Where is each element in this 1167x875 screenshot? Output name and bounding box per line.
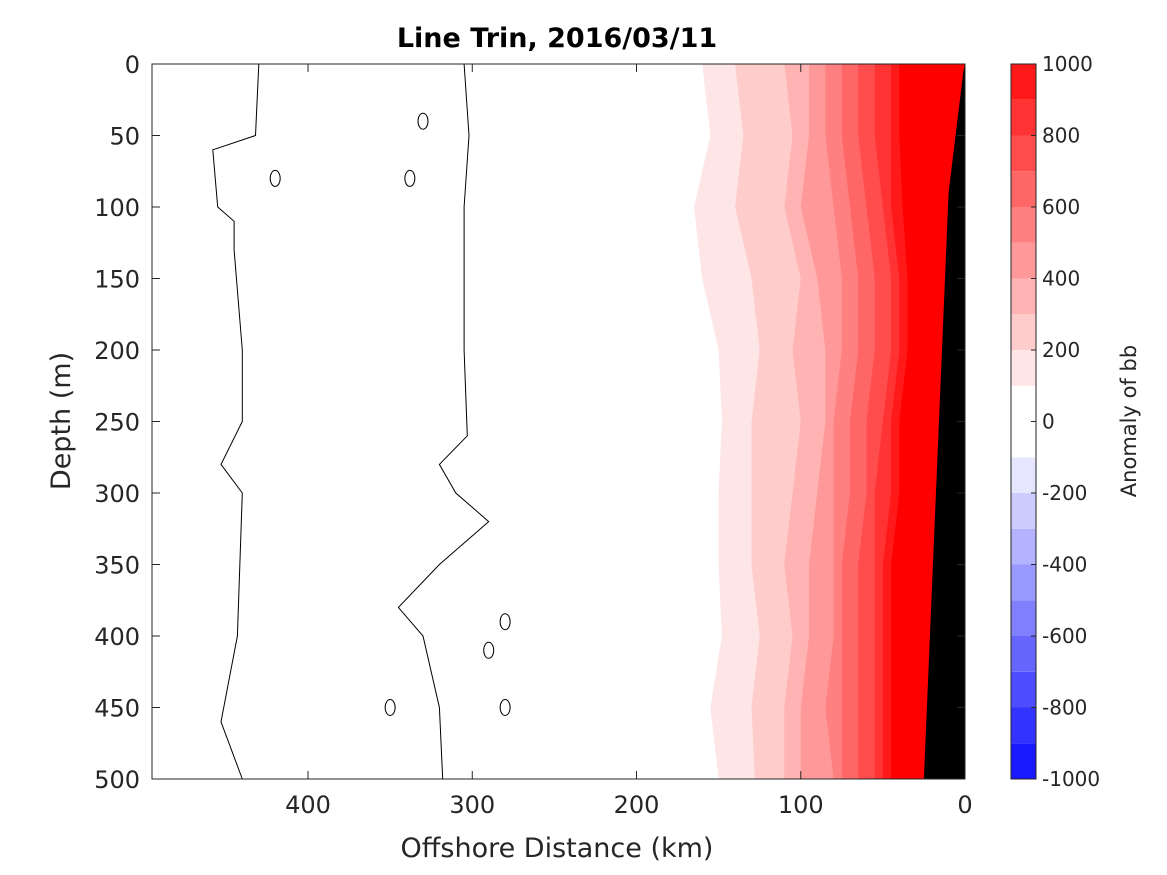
x-tick-label: 0	[957, 791, 972, 819]
land-mask	[923, 64, 965, 779]
contour-blob	[384, 699, 396, 716]
colorbar-band	[1011, 493, 1036, 529]
contour-blob	[499, 699, 511, 716]
colorbar-band	[1011, 64, 1036, 100]
colorbar-tick-label: 400	[1042, 267, 1080, 291]
colorbar-band	[1011, 135, 1036, 172]
colorbar-tick-label: 600	[1042, 195, 1080, 219]
colorbar-tick-label: -600	[1042, 624, 1087, 648]
colorbar-band	[1011, 600, 1036, 636]
colorbar-band	[1011, 242, 1036, 279]
x-tick-label: 100	[778, 791, 824, 819]
x-tick-label: 300	[449, 791, 495, 819]
y-tick-label: 350	[94, 552, 140, 580]
colorbar-band	[1011, 636, 1036, 672]
colorbar-band	[1011, 707, 1036, 744]
colorbar-band	[1011, 207, 1036, 243]
y-tick-label: 300	[94, 480, 140, 508]
contour-blob	[404, 169, 416, 187]
colorbar-tick-label: 1000	[1042, 52, 1093, 76]
colorbar-tick-label: -1000	[1042, 767, 1100, 791]
colorbar-band	[1011, 278, 1036, 315]
y-tick-label: 250	[94, 409, 140, 437]
contour-blob	[483, 641, 495, 659]
colorbar-tick-label: -200	[1042, 481, 1087, 505]
plot-area: 400 300 200 100 0 0 50 100 150 200 250 300 350 400 450…	[94, 51, 972, 819]
colorbar-tick-label: -400	[1042, 553, 1087, 577]
x-tick-label: 200	[614, 791, 660, 819]
contour-blob	[417, 112, 429, 130]
colorbar-tick-label: 800	[1042, 124, 1080, 148]
contour-blob	[499, 613, 511, 631]
y-tick-label: 400	[94, 623, 140, 651]
colorbar-band	[1011, 99, 1036, 136]
colorbar-label: Anomaly of bb	[1117, 345, 1141, 497]
contour-line-left	[212, 63, 260, 780]
y-tick-label: 450	[94, 695, 140, 723]
y-tick-label: 200	[94, 337, 140, 365]
colorbar-band	[1011, 421, 1036, 458]
colorbar-band	[1011, 671, 1036, 708]
colorbar-tick-label: 0	[1042, 410, 1055, 434]
colorbar-band	[1011, 457, 1036, 493]
contour-line-middle	[397, 63, 490, 780]
chart-title: Line Trin, 2016/03/11	[397, 23, 717, 54]
y-tick-label: 150	[94, 266, 140, 294]
y-tick-label: 0	[125, 51, 140, 79]
colorbar: 1000 800 600 400 200 0 -200 -400 -600 -800 -1000	[1010, 52, 1100, 791]
x-tick-label: 400	[285, 791, 331, 819]
colorbar-band	[1011, 314, 1036, 350]
y-tick-label: 100	[94, 194, 140, 222]
colorbar-tick-label: -800	[1042, 696, 1087, 720]
colorbar-band	[1011, 385, 1036, 422]
colorbar-tick-label: 200	[1042, 338, 1080, 362]
colorbar-band	[1011, 171, 1036, 207]
contour-blob	[269, 169, 281, 187]
colorbar-band	[1011, 743, 1036, 779]
colorbar-band	[1011, 528, 1036, 565]
y-tick-label: 50	[109, 123, 140, 151]
y-tick-label: 500	[94, 766, 140, 794]
colorbar-band	[1011, 564, 1036, 601]
x-axis-label: Offshore Distance (km)	[401, 833, 714, 864]
y-axis-label: Depth (m)	[46, 352, 77, 490]
colorbar-band	[1011, 350, 1036, 386]
